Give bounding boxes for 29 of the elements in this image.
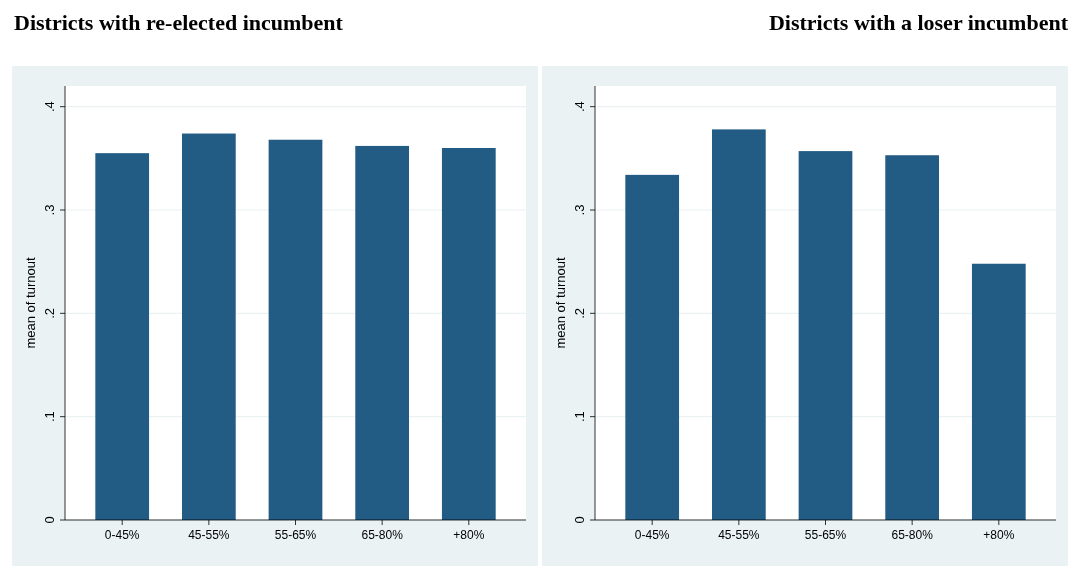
chart-title: Districts with re-elected incumbent	[14, 10, 344, 35]
y-tick-label: .4	[572, 101, 587, 113]
bar	[885, 155, 940, 520]
y-tick-label: .2	[42, 307, 57, 319]
x-tick-label: 55-65%	[274, 528, 317, 542]
bar	[798, 151, 853, 520]
bar	[625, 174, 680, 520]
y-tick-label: 0	[42, 516, 57, 524]
bar	[971, 263, 1026, 520]
y-tick-label: .1	[572, 411, 587, 423]
y-tick-label: 0	[572, 516, 587, 524]
x-tick-label: 45-55%	[188, 528, 230, 542]
x-tick-label: 0-45%	[634, 528, 670, 542]
x-tick-label: 65-80%	[361, 528, 404, 542]
chart-title: Districts with a loser incumbent	[768, 10, 1069, 35]
y-tick-label: .3	[572, 204, 587, 216]
y-tick-label: .1	[42, 411, 57, 423]
bar	[711, 129, 766, 520]
x-tick-label: 65-80%	[891, 528, 934, 542]
x-tick-label: 55-65%	[804, 528, 847, 542]
x-tick-label: +80%	[453, 528, 485, 542]
y-tick-label: .3	[42, 204, 57, 216]
x-tick-label: 0-45%	[104, 528, 140, 542]
x-tick-label: 45-55%	[718, 528, 760, 542]
y-tick-label: .4	[42, 101, 57, 113]
y-tick-label: .2	[572, 307, 587, 319]
x-tick-label: +80%	[983, 528, 1015, 542]
y-axis-title: mean of turnout	[23, 257, 38, 349]
y-axis-title: mean of turnout	[553, 257, 568, 349]
